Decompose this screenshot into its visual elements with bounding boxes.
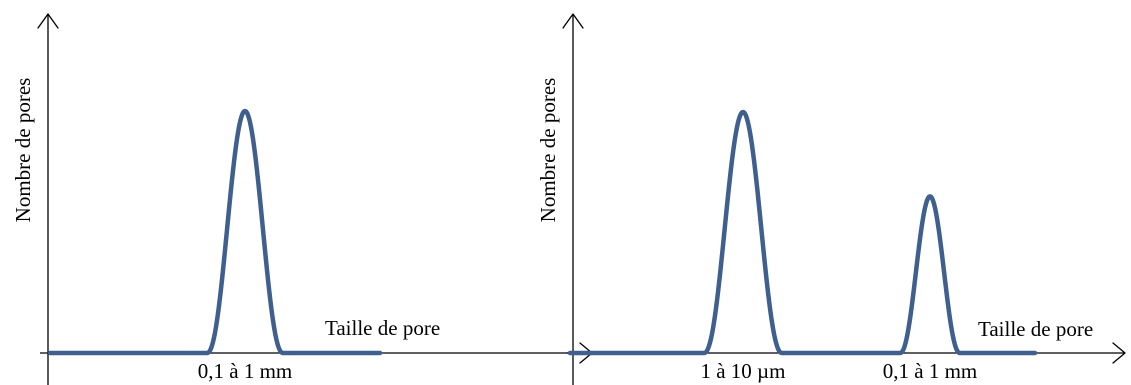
chart-right-distribution-line: [567, 109, 1038, 356]
chart-left: Nombre de pores Taille de pore 0,1 à 1 m…: [11, 13, 593, 385]
chart-right-y-axis-arrow-icon: [562, 13, 584, 29]
chart-right-x-tick-label-2: 0,1 à 1 mm: [883, 359, 978, 383]
chart-left-x-axis-label: Taille de pore: [325, 316, 440, 340]
chart-left-y-axis-arrow-icon: [37, 13, 59, 29]
chart-left-y-axis-label: Nombre de pores: [11, 78, 35, 223]
chart-right: Nombre de pores Taille de pore 1 à 10 µm…: [536, 13, 1126, 385]
chart-right-y-axis-label: Nombre de pores: [536, 78, 560, 223]
chart-left-distribution-line: [47, 108, 383, 356]
chart-right-x-tick-label-1: 1 à 10 µm: [700, 359, 785, 383]
chart-left-x-tick-label: 0,1 à 1 mm: [198, 359, 293, 383]
chart-right-x-axis-arrow-icon: [1112, 342, 1126, 364]
chart-right-x-axis-label: Taille de pore: [978, 317, 1093, 341]
